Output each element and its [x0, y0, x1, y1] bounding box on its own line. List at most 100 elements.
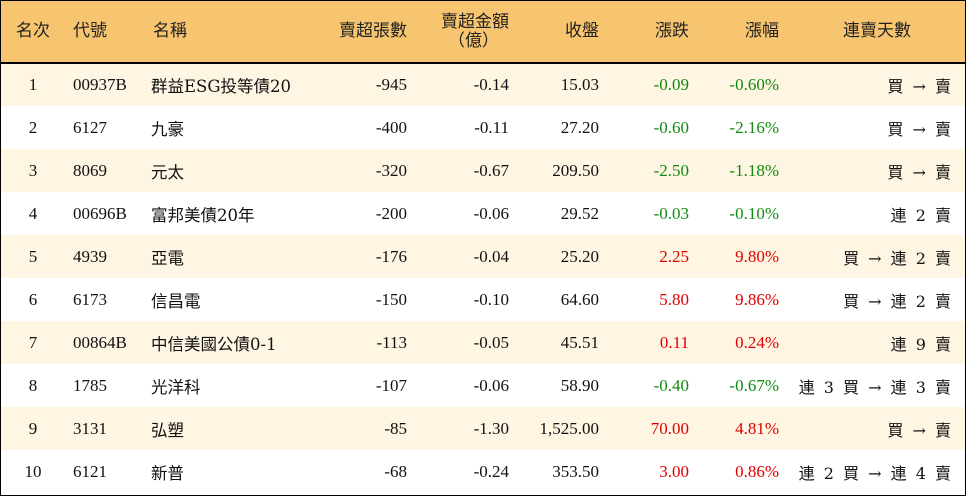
consecutive-days-cell: 連 2 買 → 連 4 賣 [798, 463, 953, 483]
close-price-cell: 1,525.00 [539, 418, 600, 438]
consecutive-days-cell: 買 → 賣 [887, 420, 953, 440]
table-row[interactable]: 6 6173 信昌電 -150 -0.10 64.60 5.80 9.86% 買 → 連 2 賣 [1, 278, 965, 321]
change-pct-cell: -0.10% [729, 203, 779, 223]
change-cell: 5.80 [659, 289, 689, 309]
table-row[interactable]: 1 00937B 群益ESG投等債20 -945 -0.14 15.03 -0.09 -0.6… [1, 63, 965, 106]
close-price-cell: 15.03 [560, 75, 599, 94]
rank-cell: 5 [28, 246, 38, 266]
change-pct-cell: 4.81% [735, 418, 779, 438]
table-row[interactable]: 7 00864B 中信美國公債0-1 -113 -0.05 45.51 0.11 0.24% 連… [1, 321, 965, 364]
table-row[interactable]: 8 1785 光洋科 -107 -0.06 58.90 -0.40 -0.67% 連 3 買 →… [1, 364, 965, 407]
rank-cell: 2 [28, 117, 38, 137]
table-row[interactable]: 3 8069 元太 -320 -0.67 209.50 -2.50 -1.18% 買 → 賣 [1, 149, 965, 192]
consecutive-days-cell: 買 → 賣 [887, 77, 953, 96]
sell-amount-cell: -0.05 [473, 332, 509, 352]
table-row[interactable]: 10 6121 新普 -68 -0.24 353.50 3.00 0.86% 連 2 買 → 連… [1, 450, 965, 493]
header-name[interactable]: 名稱 [153, 21, 187, 41]
code-cell[interactable]: 6121 [73, 461, 107, 481]
header-sell-amount-line2: （億） [448, 30, 499, 51]
table-body: 1 00937B 群益ESG投等債20 -945 -0.14 15.03 -0.09 -0.6… [1, 63, 965, 493]
sell-lots-cell: -68 [384, 461, 407, 481]
header-change-pct[interactable]: 漲幅 [745, 21, 779, 41]
name-cell[interactable]: 群益ESG投等債20 [151, 77, 292, 96]
code-cell[interactable]: 6127 [73, 117, 107, 137]
close-price-cell: 58.90 [560, 375, 599, 395]
header-sell-amount-line1: 賣超金額 [441, 11, 509, 32]
consecutive-days-cell: 買 → 賣 [887, 162, 953, 182]
name-cell[interactable]: 弘塑 [151, 420, 184, 440]
table-row[interactable]: 4 00696B 富邦美債20年 -200 -0.06 29.52 -0.03 -0.10% 連… [1, 192, 965, 235]
consecutive-days-cell: 連 3 買 → 連 3 賣 [798, 377, 953, 397]
sell-amount-cell: -1.30 [473, 418, 509, 438]
name-cell[interactable]: 信昌電 [151, 291, 201, 311]
sell-amount-cell: -0.11 [474, 117, 509, 137]
header-change[interactable]: 漲跌 [655, 21, 689, 41]
header-rank[interactable]: 名次 [16, 21, 50, 41]
header-row: 名次 代號 名稱 賣超張數 賣超金額 （億） 收盤 漲跌 漲幅 連賣天數 [1, 1, 965, 63]
change-pct-cell: 0.86% [735, 461, 779, 481]
name-cell[interactable]: 九豪 [151, 119, 184, 139]
rank-cell: 9 [28, 418, 38, 438]
change-cell: 2.25 [659, 246, 689, 266]
change-cell: -2.50 [653, 160, 689, 180]
rank-cell: 3 [28, 160, 38, 180]
code-cell[interactable]: 4939 [73, 246, 107, 266]
sell-lots-cell: -176 [375, 246, 407, 266]
code-cell[interactable]: 1785 [73, 375, 107, 395]
rank-cell: 6 [28, 289, 38, 309]
header-sell-amount[interactable]: 賣超金額 （億） [417, 1, 519, 63]
close-price-cell: 64.60 [560, 289, 599, 309]
close-price-cell: 209.50 [552, 160, 599, 180]
header-code[interactable]: 代號 [73, 21, 107, 41]
header-close[interactable]: 收盤 [565, 21, 599, 41]
sell-amount-cell: -0.24 [473, 461, 509, 481]
header-sell-lots[interactable]: 賣超張數 [339, 21, 407, 41]
code-cell[interactable]: 00696B [73, 203, 127, 223]
sell-amount-cell: -0.14 [473, 75, 509, 94]
change-pct-cell: -1.18% [729, 160, 779, 180]
consecutive-days-cell: 連 9 賣 [890, 334, 953, 354]
rank-cell: 8 [28, 375, 38, 395]
change-pct-cell: -0.67% [729, 375, 779, 395]
code-cell[interactable]: 3131 [73, 418, 107, 438]
name-cell[interactable]: 中信美國公債0-1 [151, 334, 277, 354]
rank-cell: 7 [28, 332, 38, 352]
sell-lots-cell: -85 [384, 418, 407, 438]
change-pct-cell: -2.16% [729, 117, 779, 137]
change-cell: -0.40 [653, 375, 689, 395]
sell-amount-cell: -0.67 [473, 160, 509, 180]
code-cell[interactable]: 00864B [73, 332, 127, 352]
change-cell: 3.00 [659, 461, 689, 481]
change-cell: 0.11 [659, 332, 689, 352]
table-row[interactable]: 2 6127 九豪 -400 -0.11 27.20 -0.60 -2.16% 買 → 賣 [1, 106, 965, 149]
close-price-cell: 353.50 [552, 461, 599, 481]
header-consecutive-days[interactable]: 連賣天數 [843, 21, 911, 41]
code-cell[interactable]: 8069 [73, 160, 107, 180]
close-price-cell: 45.51 [560, 332, 599, 352]
sell-amount-cell: -0.10 [473, 289, 509, 309]
change-cell: -0.03 [653, 203, 689, 223]
sell-amount-cell: -0.06 [473, 203, 509, 223]
table-row[interactable]: 9 3131 弘塑 -85 -1.30 1,525.00 70.00 4.81% 買 → 賣 [1, 407, 965, 450]
change-pct-cell: 0.24% [735, 332, 779, 352]
code-cell[interactable]: 00937B [73, 75, 127, 94]
consecutive-days-cell: 買 → 連 2 賣 [843, 291, 953, 311]
name-cell[interactable]: 亞電 [151, 248, 184, 268]
change-pct-cell: 9.86% [735, 289, 779, 309]
close-price-cell: 29.52 [560, 203, 599, 223]
name-cell[interactable]: 元太 [151, 162, 184, 182]
change-cell: -0.09 [653, 75, 689, 94]
sell-amount-cell: -0.06 [473, 375, 509, 395]
close-price-cell: 27.20 [560, 117, 599, 137]
code-cell[interactable]: 6173 [73, 289, 107, 309]
table-row[interactable]: 5 4939 亞電 -176 -0.04 25.20 2.25 9.80% 買 → 連 2 賣 [1, 235, 965, 278]
name-cell[interactable]: 富邦美債20年 [151, 205, 255, 225]
name-cell[interactable]: 新普 [151, 463, 184, 483]
name-cell[interactable]: 光洋科 [151, 377, 201, 397]
sell-lots-cell: -107 [375, 375, 407, 395]
close-price-cell: 25.20 [560, 246, 599, 266]
sell-lots-cell: -400 [375, 117, 407, 137]
sell-lots-cell: -150 [375, 289, 407, 309]
